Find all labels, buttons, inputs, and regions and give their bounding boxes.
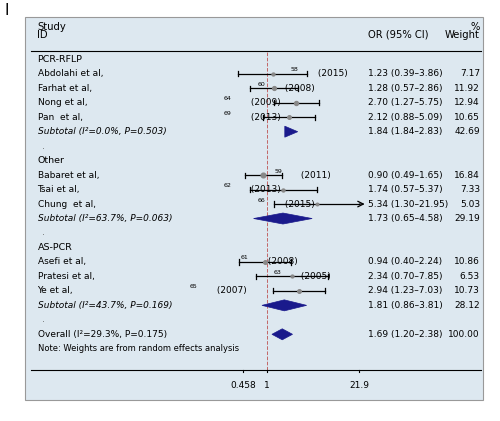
Text: 11.92: 11.92 xyxy=(454,84,480,93)
Text: 65: 65 xyxy=(190,284,198,289)
Text: (2015): (2015) xyxy=(282,200,314,208)
Polygon shape xyxy=(285,126,298,137)
Text: 0.90 (0.49–1.65): 0.90 (0.49–1.65) xyxy=(368,171,442,180)
Text: 2.70 (1.27–5.75): 2.70 (1.27–5.75) xyxy=(368,98,442,107)
Text: AS-PCR: AS-PCR xyxy=(38,243,72,252)
Text: 1.74 (0.57–5.37): 1.74 (0.57–5.37) xyxy=(368,185,442,194)
Text: (2013): (2013) xyxy=(248,113,280,122)
Text: 1: 1 xyxy=(264,381,270,390)
Text: Pan  et al,: Pan et al, xyxy=(38,113,82,122)
Text: 0.458: 0.458 xyxy=(230,381,256,390)
Text: 5.34 (1.30–21.95): 5.34 (1.30–21.95) xyxy=(368,200,448,208)
Text: (2015): (2015) xyxy=(316,69,348,78)
Text: 58: 58 xyxy=(291,67,298,72)
Text: (2005): (2005) xyxy=(298,272,331,281)
Text: Farhat et al,: Farhat et al, xyxy=(38,84,92,93)
Text: 1.28 (0.57–2.86): 1.28 (0.57–2.86) xyxy=(368,84,442,93)
Text: 1.23 (0.39–3.86): 1.23 (0.39–3.86) xyxy=(368,69,442,78)
Text: (2008): (2008) xyxy=(282,84,314,93)
Text: 5.03: 5.03 xyxy=(460,200,480,208)
Text: OR (95% CI): OR (95% CI) xyxy=(368,30,428,40)
Text: 2.34 (0.70–7.85): 2.34 (0.70–7.85) xyxy=(368,272,442,281)
Text: 12.94: 12.94 xyxy=(454,98,480,107)
Text: Abdolahi et al,: Abdolahi et al, xyxy=(38,69,103,78)
Text: 10.86: 10.86 xyxy=(454,257,480,266)
Text: Ye et al,: Ye et al, xyxy=(38,286,73,296)
Text: ID: ID xyxy=(38,30,48,40)
Text: .: . xyxy=(42,315,45,324)
Text: (2008): (2008) xyxy=(264,257,298,266)
Text: 61: 61 xyxy=(240,256,248,261)
FancyBboxPatch shape xyxy=(25,17,482,400)
Polygon shape xyxy=(262,300,306,311)
Text: I: I xyxy=(4,3,8,19)
Text: Weight: Weight xyxy=(445,30,480,40)
Text: 60: 60 xyxy=(257,82,265,87)
Text: 16.84: 16.84 xyxy=(454,171,480,180)
Text: 7.33: 7.33 xyxy=(460,185,480,194)
Polygon shape xyxy=(272,329,292,340)
Text: Subtotal (I²=63.7%, P=0.063): Subtotal (I²=63.7%, P=0.063) xyxy=(38,214,172,223)
Text: Pratesi et al,: Pratesi et al, xyxy=(38,272,94,281)
Text: 28.12: 28.12 xyxy=(454,301,480,310)
Text: .: . xyxy=(42,229,45,237)
Text: 2.94 (1.23–7.03): 2.94 (1.23–7.03) xyxy=(368,286,442,296)
Polygon shape xyxy=(254,213,312,224)
Text: 1.84 (1.84–2.83): 1.84 (1.84–2.83) xyxy=(368,127,442,136)
Text: .: . xyxy=(42,141,45,151)
Text: Babaret et al,: Babaret et al, xyxy=(38,171,99,180)
Text: 100.00: 100.00 xyxy=(448,330,480,339)
Text: 1.69 (1.20–2.38): 1.69 (1.20–2.38) xyxy=(368,330,442,339)
Text: 0.94 (0.40–2.24): 0.94 (0.40–2.24) xyxy=(368,257,442,266)
Text: 21.9: 21.9 xyxy=(349,381,369,390)
Text: 29.19: 29.19 xyxy=(454,214,480,223)
Text: Asefi et al,: Asefi et al, xyxy=(38,257,86,266)
Text: 6.53: 6.53 xyxy=(460,272,480,281)
Text: Nong et al,: Nong et al, xyxy=(38,98,87,107)
Text: 10.65: 10.65 xyxy=(454,113,480,122)
Text: Chung  et al,: Chung et al, xyxy=(38,200,96,208)
Text: 7.17: 7.17 xyxy=(460,69,480,78)
Text: 66: 66 xyxy=(257,197,265,203)
Text: 63: 63 xyxy=(274,270,282,275)
Text: %: % xyxy=(470,22,480,32)
Text: 64: 64 xyxy=(224,96,232,101)
Text: Subtotal (I²=0.0%, P=0.503): Subtotal (I²=0.0%, P=0.503) xyxy=(38,127,166,136)
Text: (2013): (2013) xyxy=(248,185,280,194)
Text: (2011): (2011) xyxy=(298,171,331,180)
Text: (2009): (2009) xyxy=(248,98,280,107)
Text: PCR-RFLP: PCR-RFLP xyxy=(38,55,82,64)
Text: Tsai et al,: Tsai et al, xyxy=(38,185,80,194)
Text: Subtotal (I²=43.7%, P=0.169): Subtotal (I²=43.7%, P=0.169) xyxy=(38,301,172,310)
Text: 2.12 (0.88–5.09): 2.12 (0.88–5.09) xyxy=(368,113,442,122)
Text: Note: Weights are from random effects analysis: Note: Weights are from random effects an… xyxy=(38,344,238,353)
Text: Other: Other xyxy=(38,156,64,165)
Text: Overall (I²=29.3%, P=0.175): Overall (I²=29.3%, P=0.175) xyxy=(38,330,166,339)
Text: Study: Study xyxy=(38,22,66,32)
Text: 59: 59 xyxy=(274,168,282,173)
Text: 1.73 (0.65–4.58): 1.73 (0.65–4.58) xyxy=(368,214,442,223)
Text: 42.69: 42.69 xyxy=(454,127,480,136)
Text: 1.81 (0.86–3.81): 1.81 (0.86–3.81) xyxy=(368,301,442,310)
Text: 10.73: 10.73 xyxy=(454,286,480,296)
Text: (2007): (2007) xyxy=(214,286,247,296)
Text: 69: 69 xyxy=(224,111,232,116)
Text: 62: 62 xyxy=(224,183,232,188)
